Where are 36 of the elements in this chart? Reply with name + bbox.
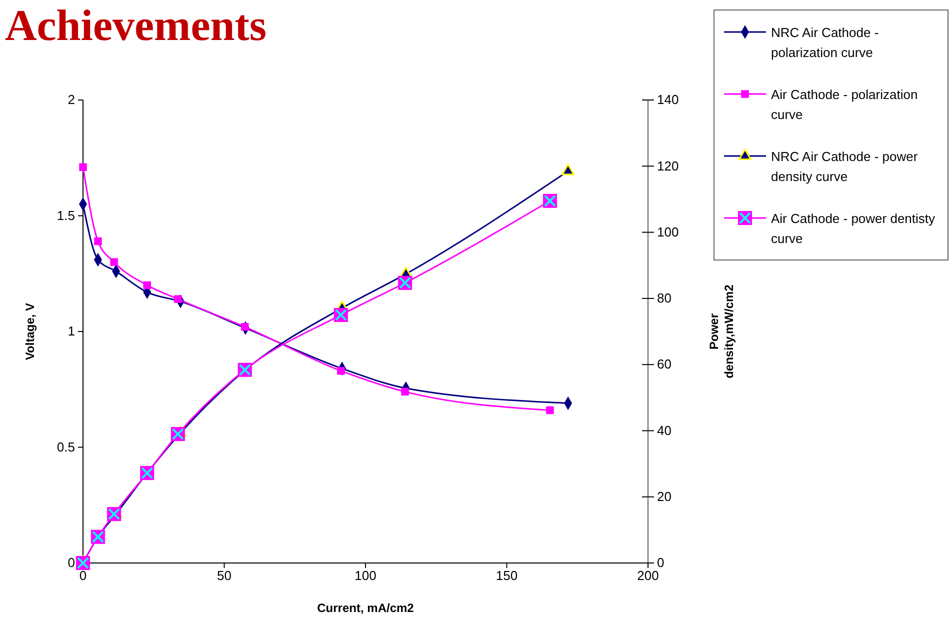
y-tick-label: 0 <box>68 555 75 570</box>
y2-tick-label: 60 <box>657 356 672 372</box>
legend-label: NRC Air Cathode - polarization curve <box>771 25 879 60</box>
y2-tick-label: 120 <box>657 158 679 174</box>
x-tick-label: 50 <box>217 568 232 584</box>
chart-title: Achievements <box>5 1 266 50</box>
point <box>79 163 87 172</box>
y-tick-label: 0.5 <box>56 439 75 454</box>
legend-label: Air Cathode - polarization curve <box>771 87 918 122</box>
x-axis-title: Current, mA/cm2 <box>317 601 414 615</box>
legend-label: NRC Air Cathode - power density curve <box>771 149 918 184</box>
y2-tick-label: 100 <box>657 224 679 240</box>
y-tick-label: 1 <box>68 324 75 339</box>
point <box>401 388 409 396</box>
x-tick-label: 0 <box>79 568 87 584</box>
point <box>174 295 182 303</box>
x-tick-label: 100 <box>354 568 376 584</box>
point <box>241 322 249 331</box>
y-axis-title: Voltage, V <box>23 302 37 360</box>
y-tick-label: 1.5 <box>56 208 75 223</box>
y-tick-label: 2 <box>68 92 75 108</box>
y2-tick-label: 140 <box>657 92 679 108</box>
legend-label: Air Cathode - power dentisty curve <box>771 211 936 246</box>
point <box>562 164 574 176</box>
point <box>546 406 554 414</box>
x-tick-label: 200 <box>637 568 659 584</box>
y2-tick-label: 0 <box>657 555 664 570</box>
point <box>110 258 118 266</box>
y2-tick-label: 20 <box>657 489 672 504</box>
point <box>143 281 151 290</box>
x-tick-label: 150 <box>496 568 518 584</box>
point <box>337 366 345 375</box>
y2-tick-label: 40 <box>657 422 672 438</box>
y2-tick-label: 80 <box>657 290 672 306</box>
y2-axis-title: Power density,mW/cm2 <box>707 284 736 378</box>
point <box>94 237 102 246</box>
